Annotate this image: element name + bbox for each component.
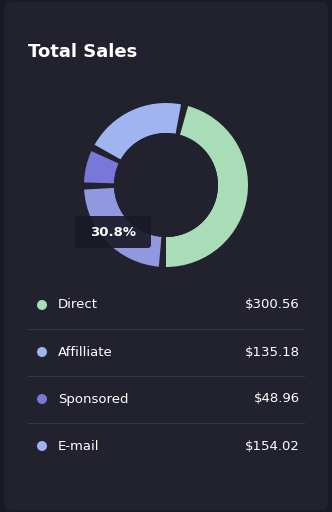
Text: Affilliate: Affilliate bbox=[58, 346, 113, 358]
Circle shape bbox=[37, 394, 47, 404]
Text: $135.18: $135.18 bbox=[245, 346, 300, 358]
Text: Sponsored: Sponsored bbox=[58, 393, 128, 406]
Text: $300.56: $300.56 bbox=[245, 298, 300, 311]
Text: $154.02: $154.02 bbox=[245, 439, 300, 453]
Circle shape bbox=[37, 347, 47, 357]
Wedge shape bbox=[84, 188, 161, 267]
FancyBboxPatch shape bbox=[4, 2, 328, 510]
Text: Total Sales: Total Sales bbox=[28, 43, 137, 61]
Wedge shape bbox=[84, 151, 119, 183]
Wedge shape bbox=[166, 106, 248, 267]
Wedge shape bbox=[95, 103, 181, 159]
Circle shape bbox=[37, 300, 47, 310]
Text: E-mail: E-mail bbox=[58, 439, 100, 453]
Circle shape bbox=[37, 441, 47, 451]
Text: Direct: Direct bbox=[58, 298, 98, 311]
FancyBboxPatch shape bbox=[75, 216, 151, 248]
Text: 30.8%: 30.8% bbox=[90, 225, 136, 239]
Circle shape bbox=[114, 133, 218, 237]
Text: $48.96: $48.96 bbox=[254, 393, 300, 406]
